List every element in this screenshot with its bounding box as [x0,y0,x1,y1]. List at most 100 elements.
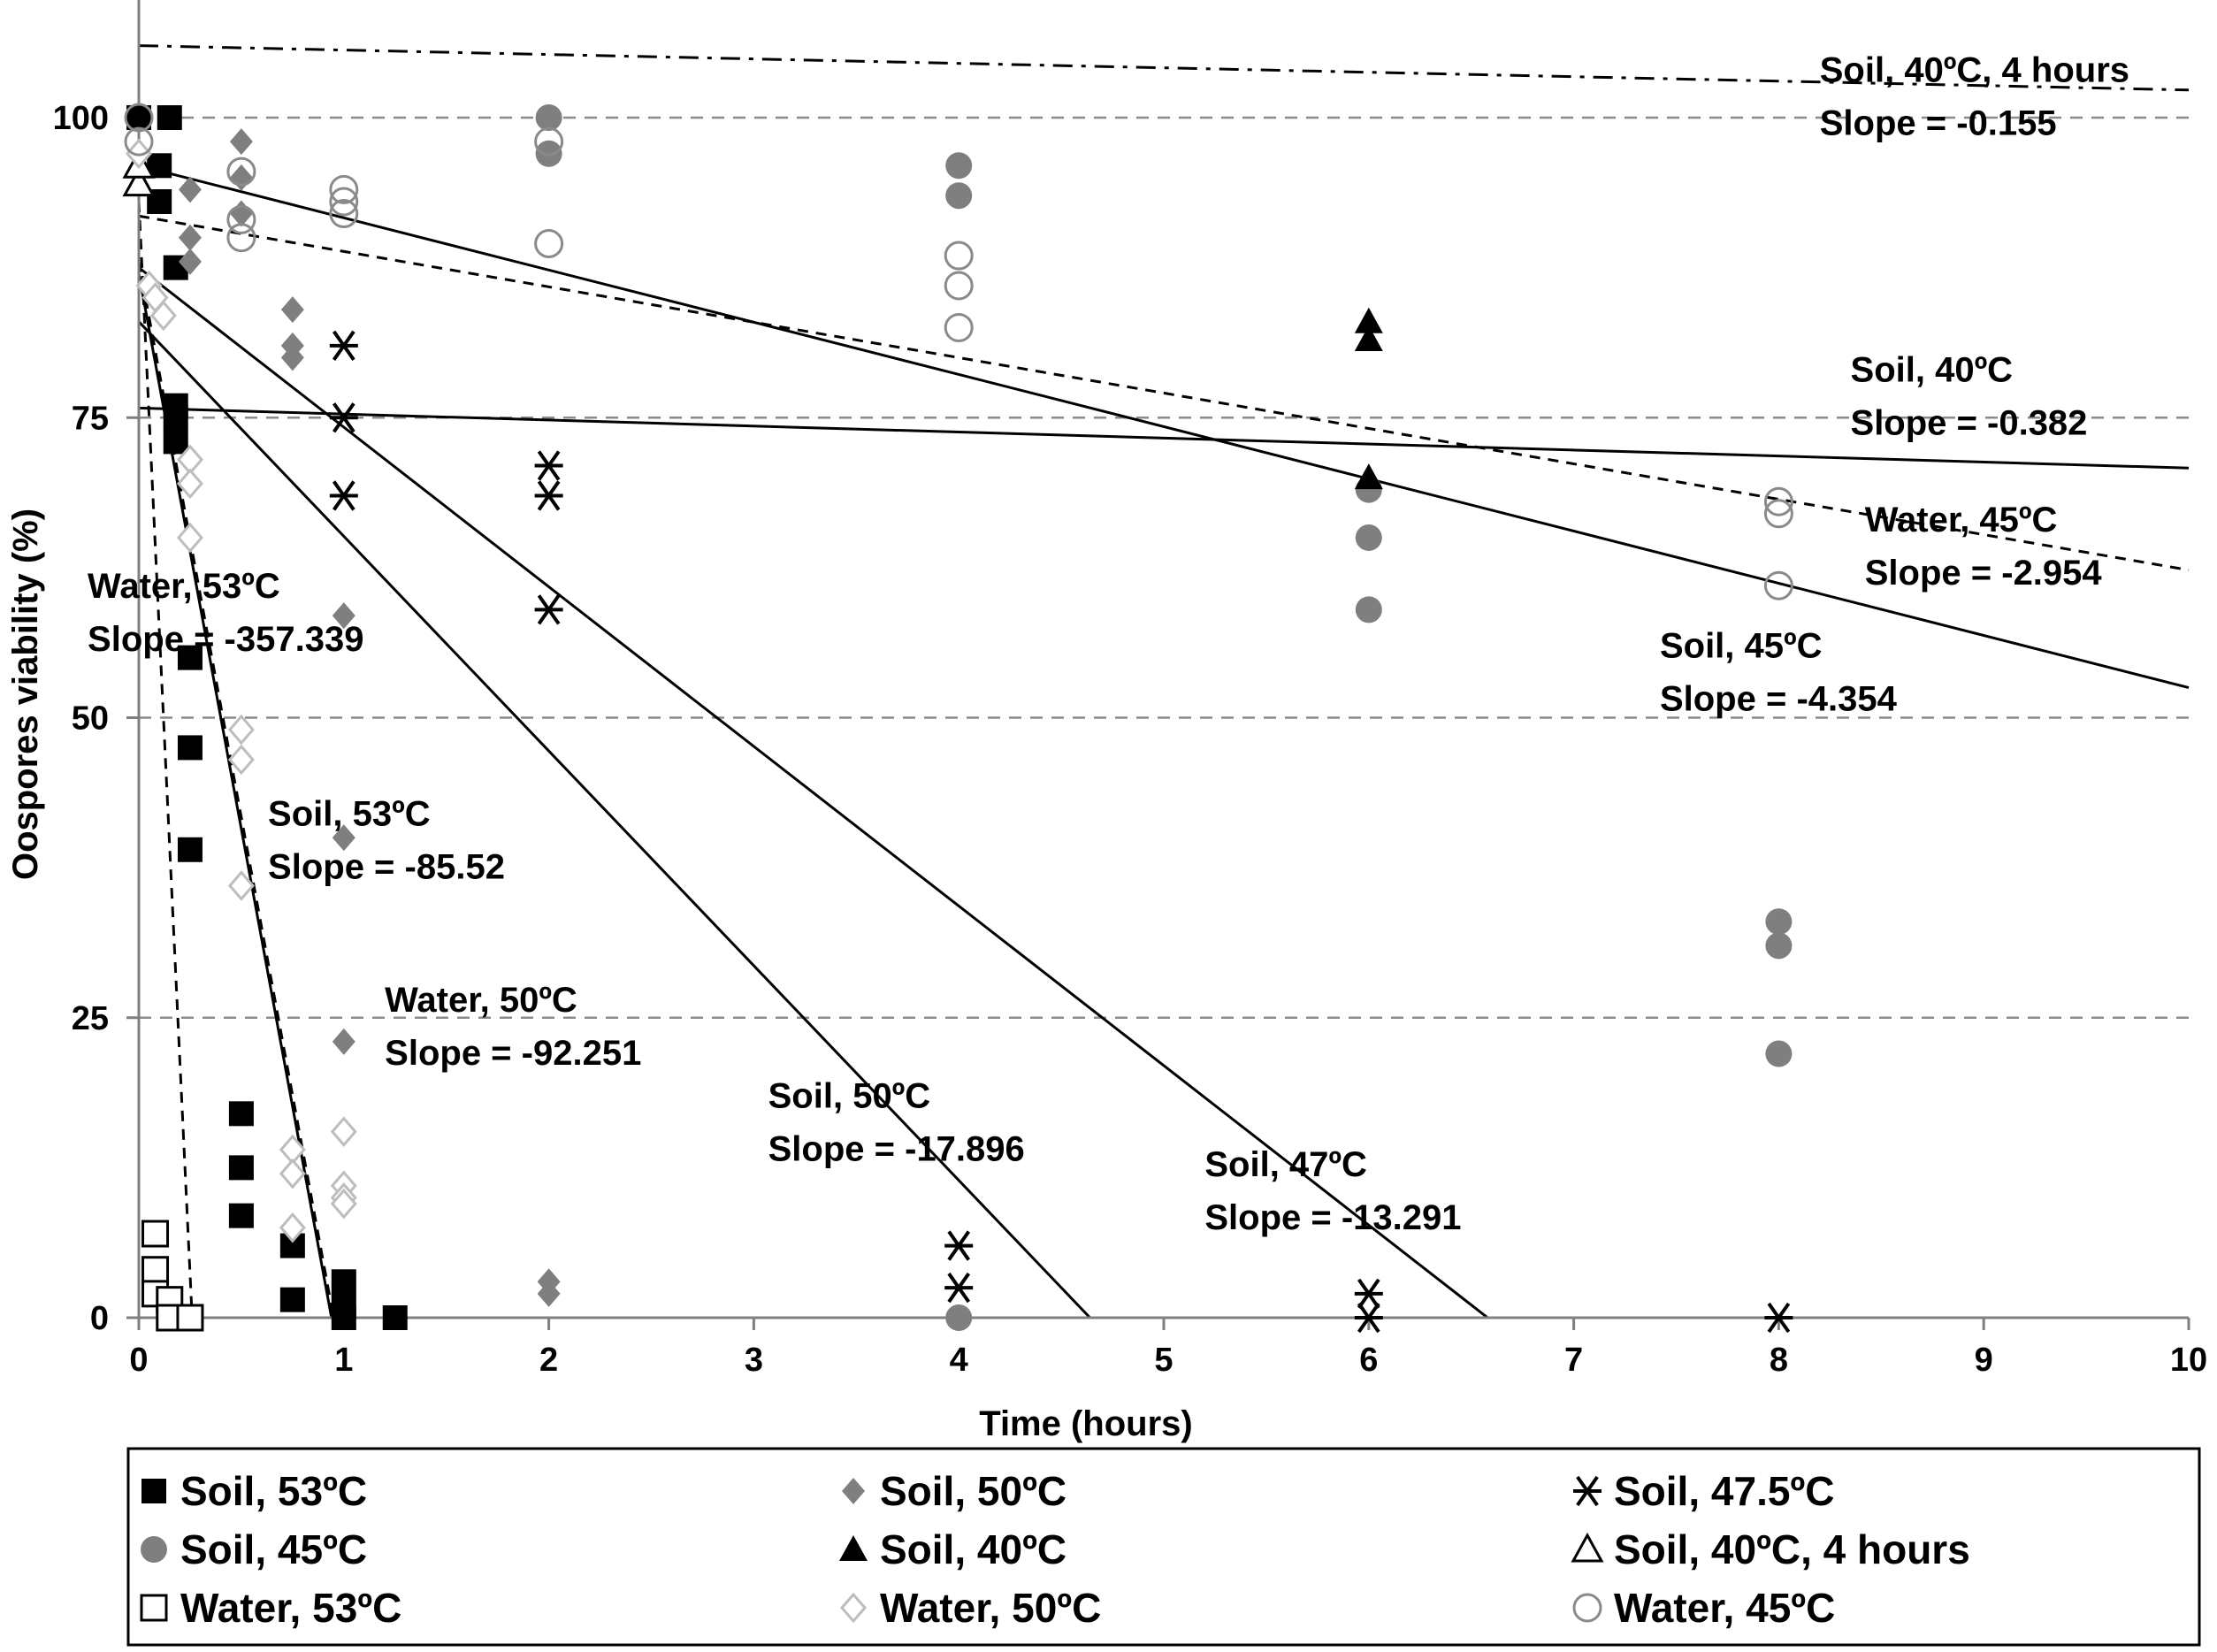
legend-label-soil-45c: Soil, 45ºC [180,1526,367,1572]
x-tick-label: 4 [950,1342,968,1379]
series-soil-50c [178,128,561,1307]
x-axis-title: Time (hours) [979,1404,1193,1443]
annotation-slope: Slope = -0.155 [1820,103,2057,142]
legend-label-soil-40c-4-hours: Soil, 40ºC, 4 hours [1614,1526,1970,1572]
y-axis-title: Oospores viability (%) [6,509,45,880]
x-tick-label: 8 [1770,1342,1788,1379]
series-water-53c [141,1220,204,1332]
data-point [227,714,255,746]
trendline-soil-45 [138,164,2190,690]
data-point [124,103,154,133]
data-point [331,1269,356,1295]
data-point [1763,486,1793,516]
data-point [945,152,973,180]
data-point [1764,1302,1793,1334]
data-point [329,330,358,361]
trendline-soil-40 [138,406,2190,470]
data-point [1765,908,1793,936]
data-point [382,1305,408,1330]
legend-marker-water-53c [140,1594,168,1622]
legend-marker-soil-45c [141,1536,167,1563]
y-tick-label: 25 [72,1000,109,1037]
data-point [141,1220,170,1248]
trendline-water-45 [138,214,2190,572]
trendline-soil-40-4h [138,44,2190,92]
data-point [1354,463,1383,490]
x-tick-label: 1 [334,1342,353,1379]
data-point [149,300,177,332]
data-point [1354,1302,1383,1334]
annotation-label: Soil, 47ºC [1204,1145,1367,1184]
data-point [1763,570,1793,600]
series-soil-53c [126,105,408,1330]
legend-frame [126,1447,2201,1647]
data-point [534,594,563,625]
series-soil-40c [1354,307,1383,490]
x-tick-label: 9 [1975,1342,1993,1379]
data-point [1354,1278,1383,1310]
annotation-slope: Slope = -13.291 [1204,1198,1461,1237]
data-point [229,128,253,156]
x-tick-label: 10 [2170,1342,2207,1379]
data-point [280,296,304,324]
annotation-slope: Slope = -0.382 [1851,404,2088,443]
data-point [331,1305,356,1330]
data-point [945,182,973,210]
data-point [1354,307,1383,333]
legend: Soil, 53ºC Soil, 50ºC Soil, 47.5ºC Soil, 45… [126,1447,2201,1647]
y-tick-label: 100 [53,100,109,137]
trendline-water-53 [137,201,194,1319]
data-point [228,1203,254,1228]
data-point [329,187,359,217]
data-point [1765,1040,1793,1067]
data-point [178,176,202,203]
annotation-slope: Slope = -357.339 [88,620,363,659]
data-point [1355,524,1382,551]
data-point [944,1230,974,1261]
x-tick-label: 2 [539,1342,558,1379]
data-point [178,248,202,275]
data-point [332,602,355,630]
annotation-label: Soil, 40ºC, 4 hours [1820,50,2129,89]
data-point [157,105,182,130]
y-tick-label: 75 [72,400,109,437]
legend-marker-soil-40c-4-hours [1571,1532,1604,1563]
data-point [226,223,256,253]
data-point [177,735,203,761]
y-tick-label: 0 [90,1300,109,1337]
data-point [163,405,188,431]
annotation-label: Soil, 45ºC [1660,627,1823,666]
trendline-soil-47 [138,266,1489,1319]
data-point [177,837,203,862]
legend-label-water-50c: Water, 50ºC [880,1585,1101,1631]
annotation-label: Soil, 53ºC [268,795,431,834]
data-point [229,164,253,191]
annotation-label: Soil, 50ºC [768,1077,931,1116]
data-point [945,1304,973,1331]
data-point [332,1028,355,1055]
legend-label-soil-50c: Soil, 50ºC [880,1468,1066,1514]
data-point [329,199,359,229]
data-point [226,157,256,187]
data-point [126,105,151,130]
trendline-soil-50 [137,320,1091,1319]
data-point [332,824,355,852]
legend-marker-water-50c [840,1592,867,1624]
axes: 0 25 50 75 100 0 1 2 3 4 5 6 7 8 9 10 [53,0,2207,1379]
series-soil-40c-4-hours [122,149,156,197]
data-point [279,1158,306,1189]
data-point [944,312,974,342]
data-point [534,228,564,258]
data-point [176,1304,204,1332]
y-tick-label: 50 [72,700,109,738]
legend-label-soil-47-5c: Soil, 47.5ºC [1614,1468,1834,1514]
data-point [330,1188,357,1220]
data-point [1765,932,1793,960]
data-points [122,103,1793,1334]
legend-marker-soil-53c [141,1479,166,1503]
data-point [178,224,202,251]
legend-label-soil-53c: Soil, 53ºC [180,1468,367,1514]
data-point [330,1116,357,1147]
x-tick-label: 5 [1154,1342,1173,1379]
